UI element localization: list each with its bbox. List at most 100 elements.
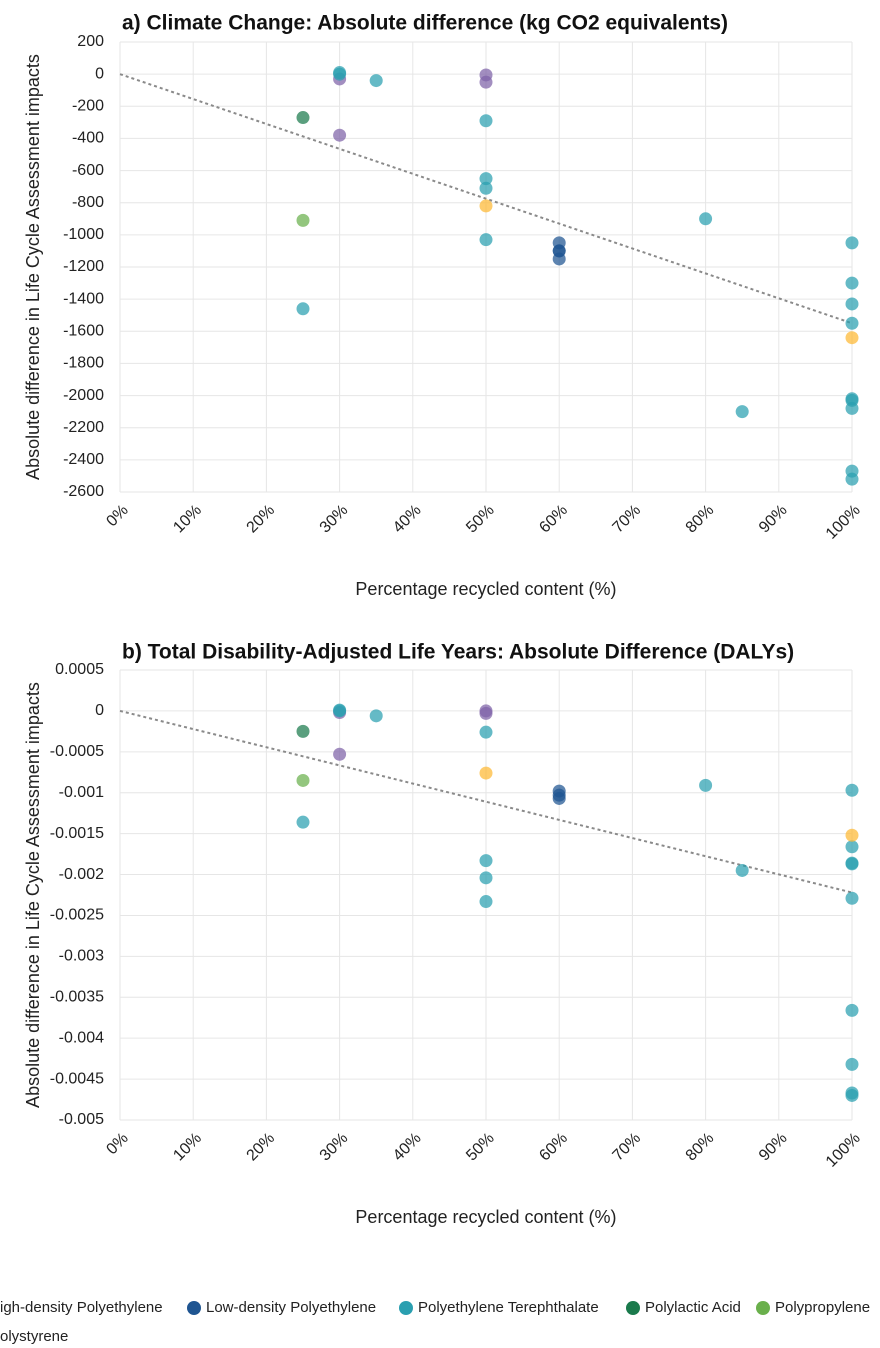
data-point — [296, 724, 310, 738]
data-point — [479, 706, 493, 720]
y-tick-label: -2000 — [63, 387, 104, 404]
chart-title: a) Climate Change: Absolute difference (… — [122, 12, 728, 35]
data-point — [845, 1057, 859, 1071]
x-tick-label: 40% — [390, 502, 425, 537]
x-tick-label: 20% — [244, 502, 279, 537]
data-point — [845, 297, 859, 311]
data-point — [552, 791, 566, 805]
data-point — [735, 863, 749, 877]
y-tick-label: -0.001 — [59, 784, 104, 801]
x-axis-label: Percentage recycled content (%) — [355, 1207, 616, 1227]
x-tick-label: 0% — [103, 1130, 131, 1158]
data-point — [296, 111, 310, 125]
x-axis-label: Percentage recycled content (%) — [355, 579, 616, 599]
data-point — [552, 244, 566, 258]
data-point — [479, 895, 493, 909]
data-point — [845, 401, 859, 415]
data-point — [845, 1003, 859, 1017]
y-tick-label: -0.005 — [59, 1111, 104, 1128]
x-tick-label: 40% — [390, 1130, 425, 1165]
x-tick-label: 70% — [610, 502, 645, 537]
data-point — [479, 725, 493, 739]
y-tick-label: -1800 — [63, 355, 104, 372]
y-tick-label: -0.0045 — [50, 1070, 104, 1087]
legend-marker — [626, 1301, 640, 1315]
legend-label: olystyrene — [0, 1328, 68, 1345]
data-point — [845, 891, 859, 905]
chart-title: b) Total Disability-Adjusted Life Years:… — [122, 641, 794, 664]
legend-label: Polylactic Acid — [645, 1299, 741, 1316]
y-tick-label: 0 — [95, 702, 104, 719]
y-tick-label: -1000 — [63, 226, 104, 243]
data-point — [369, 709, 383, 723]
data-point — [479, 233, 493, 247]
x-tick-label: 70% — [610, 1130, 645, 1165]
data-point — [333, 66, 347, 80]
data-point — [699, 212, 713, 226]
y-tick-label: 0 — [95, 65, 104, 82]
data-point — [845, 828, 859, 842]
data-point — [479, 75, 493, 89]
data-point — [479, 854, 493, 868]
y-tick-label: -1600 — [63, 323, 104, 340]
data-point — [296, 773, 310, 787]
y-tick-label: 200 — [77, 33, 104, 50]
legend-marker — [399, 1301, 413, 1315]
y-tick-label: -2400 — [63, 451, 104, 468]
data-point — [845, 472, 859, 486]
data-point — [845, 236, 859, 250]
y-tick-label: -2200 — [63, 419, 104, 436]
data-point — [699, 778, 713, 792]
y-tick-label: -200 — [72, 98, 104, 115]
data-point — [845, 276, 859, 290]
y-tick-label: -0.0035 — [50, 988, 104, 1005]
data-point — [845, 392, 859, 406]
x-tick-label: 30% — [317, 1130, 352, 1165]
y-tick-label: 0.0005 — [55, 661, 104, 678]
data-point — [296, 213, 310, 227]
x-tick-label: 30% — [317, 502, 352, 537]
data-point — [735, 405, 749, 419]
legend-label: Polypropylene — [775, 1299, 870, 1316]
legend-label: igh-density Polyethylene — [0, 1299, 163, 1316]
data-point — [845, 840, 859, 854]
data-point — [479, 114, 493, 128]
data-point — [333, 703, 347, 717]
y-tick-label: -800 — [72, 194, 104, 211]
x-tick-label: 90% — [756, 502, 791, 537]
data-point — [845, 857, 859, 871]
x-tick-label: 60% — [536, 502, 571, 537]
data-point — [845, 331, 859, 345]
y-tick-label: -600 — [72, 162, 104, 179]
y-tick-label: -2600 — [63, 483, 104, 500]
trend-line — [119, 73, 853, 325]
data-point — [333, 128, 347, 142]
data-point — [296, 302, 310, 316]
x-tick-label: 90% — [756, 1130, 791, 1165]
y-tick-label: -1200 — [63, 258, 104, 275]
x-tick-label: 80% — [683, 1130, 718, 1165]
data-point — [479, 172, 493, 186]
legend-marker — [187, 1301, 201, 1315]
y-axis-label: Absolute difference in Life Cycle Assess… — [23, 682, 43, 1108]
x-tick-label: 10% — [170, 502, 205, 537]
y-tick-label: -0.003 — [59, 948, 104, 965]
x-tick-label: 50% — [463, 1130, 498, 1165]
legend-label: Polyethylene Terephthalate — [418, 1299, 599, 1316]
data-point — [845, 783, 859, 797]
data-point — [845, 316, 859, 330]
y-tick-label: -0.0025 — [50, 907, 104, 924]
y-tick-label: -1400 — [63, 290, 104, 307]
data-point — [845, 1088, 859, 1102]
data-point — [479, 871, 493, 885]
y-tick-label: -0.0005 — [50, 743, 104, 760]
data-point — [296, 815, 310, 829]
y-tick-label: -0.004 — [59, 1029, 104, 1046]
data-point — [333, 747, 347, 761]
data-point — [479, 766, 493, 780]
x-tick-label: 80% — [683, 502, 718, 537]
x-tick-label: 100% — [823, 1130, 864, 1171]
y-tick-label: -400 — [72, 130, 104, 147]
data-point — [479, 181, 493, 195]
